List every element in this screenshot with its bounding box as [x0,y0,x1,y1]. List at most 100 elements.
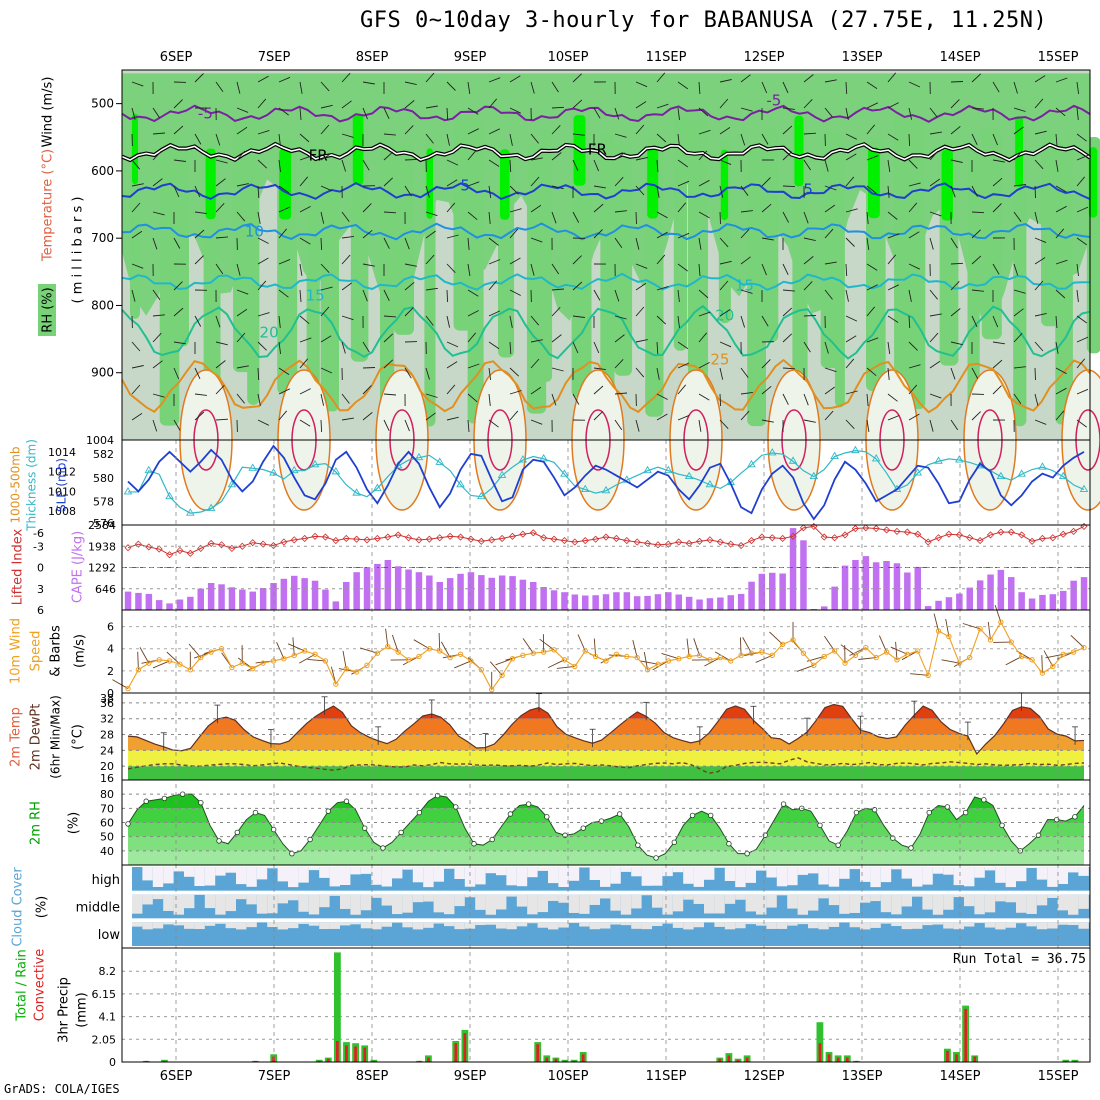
cloud-gap [236,867,247,885]
wind-speed-marker [364,662,370,669]
li-marker [820,533,828,541]
wind-barb [887,393,898,402]
wind-barb [887,185,890,198]
wind-barb [971,185,978,197]
cape-bar [883,561,890,610]
li-marker [404,534,413,542]
wind-barb-10m [769,631,783,645]
wind-barb [152,419,158,432]
cloud-gap [423,867,434,888]
wind-barb [677,202,687,213]
wind-barb [656,413,668,421]
wind-barb [614,107,620,120]
wind-barb [215,315,221,328]
wind-barb [425,72,435,83]
wind-barb [572,255,582,265]
wind-barb [803,159,811,171]
wind-barb [1034,130,1047,135]
wind-barb [467,128,479,135]
thickness-tick-label: 580 [93,472,114,485]
wind-barb [1076,315,1088,324]
wind-barb [488,237,499,246]
thickness-marker [1079,484,1089,493]
wind-barb-10m [686,638,690,657]
wind-barb [551,124,561,135]
temp-band [128,750,1084,767]
cloud-gap [163,894,174,911]
wind-barb [614,289,620,302]
wind-barb [761,177,771,187]
wind-barb [1076,419,1087,428]
wind-speed-marker [665,658,672,664]
wind-barb [173,125,184,135]
wind-barb-10m [742,637,752,654]
cloud-gap [568,894,580,913]
cloud-gap [745,867,756,883]
cloud-gap [433,922,444,924]
wind-barb [278,206,291,213]
wind-barb [593,229,603,239]
li-marker [477,537,485,545]
wind-barb [761,203,772,213]
cape-bar [623,592,631,610]
wind-barb [320,263,330,274]
wind-barb [236,126,248,135]
cloud-gap [485,922,496,925]
wind-barb [971,133,978,145]
cloud-gap [402,922,413,928]
wind-barb [971,411,981,421]
cloud-gap [475,867,486,885]
thickness-marker [747,459,756,468]
wind-barb [215,418,229,421]
cloud-gap [787,894,798,909]
wind-barb-10m [188,643,202,658]
wind-barb [614,210,627,213]
date-label-bottom: 15SEP [1038,1069,1079,1084]
wind-barb [362,81,375,85]
wind-barb [278,341,282,354]
cape-bar [769,572,776,610]
cape-bar [384,560,392,610]
rh-marker [252,809,259,816]
cape-bar [436,582,443,610]
wind-barb [341,315,354,321]
wind-barb [803,74,814,83]
cloud-gap [1057,894,1068,911]
wind-barb [299,419,311,427]
wind-barb [152,360,163,369]
wind-barb [467,237,470,251]
thickness-marker [684,471,694,480]
cloud-gap [579,867,590,868]
cloud-gap [548,894,559,901]
wind-barb [845,153,857,161]
cloud-gap [392,894,403,915]
wind-barb [656,315,667,325]
wind-barb [572,315,585,318]
precip-convective-bar [1064,1060,1068,1062]
wind-barb [614,152,625,161]
wind-barb [278,410,288,421]
wind-barb [509,257,521,265]
wind-barb [761,419,774,423]
wind-barb [950,280,960,291]
wind-speed-marker [738,652,744,659]
wind-speed-marker [1070,649,1077,655]
cloud-gap [693,867,704,887]
cape-tick-label: 1292 [88,562,116,575]
wind-barb [866,155,879,161]
temp-band [122,693,1090,703]
temp-contour [121,222,1091,241]
cape-bar [301,578,308,610]
wind-barb [362,229,373,239]
wind-barb-10m [941,659,960,664]
wind-barb [278,76,291,83]
wind-barb [908,231,920,239]
wind-barb [908,202,918,213]
precip-convective-bar [855,1060,858,1062]
wind-barb [1013,263,1019,276]
rh-marker [580,825,586,831]
precip-convective-bar [818,1043,822,1062]
pressure-axis-label: ( m i l l i b a r s ) [71,197,86,304]
cloud-gap [943,894,954,910]
cloud-gap [631,867,642,877]
